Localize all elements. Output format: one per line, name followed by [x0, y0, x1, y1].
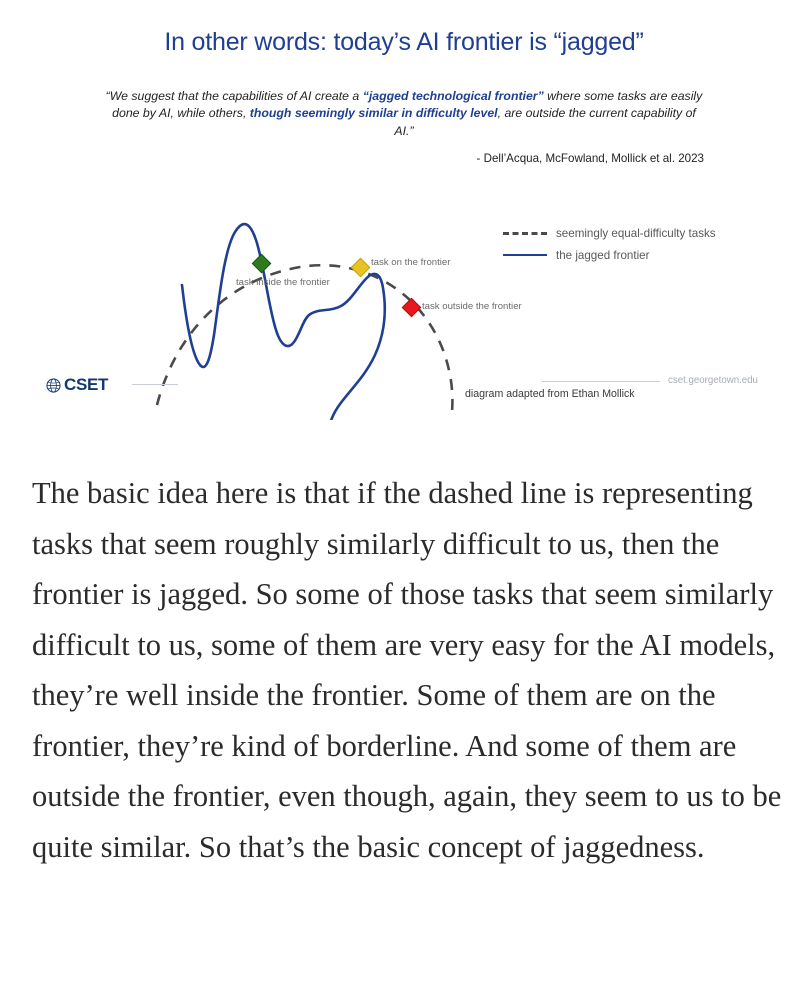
legend-label-equal-difficulty: seemingly equal-difficulty tasks	[556, 226, 716, 240]
marker-label-on-frontier: task on the frontier	[371, 257, 451, 268]
jagged-frontier-curve	[180, 222, 387, 420]
quote-highlight-2: though seemingly similar in difficulty l…	[249, 106, 498, 121]
slide-title: In other words: today’s AI frontier is “…	[164, 28, 644, 56]
quote-block: “We suggest that the capabilities of AI …	[104, 88, 704, 140]
solid-line-icon	[503, 249, 547, 261]
quote-part-3: , are outside the current capability of …	[394, 106, 696, 138]
marker-on-frontier-diamond	[350, 257, 371, 278]
footer-divider-right	[542, 381, 660, 382]
quote-highlight-1: “jagged technological frontier”	[362, 89, 544, 103]
legend-item-equal-difficulty: seemingly equal-difficulty tasks	[503, 222, 763, 244]
marker-inside-diamond	[251, 253, 272, 274]
quote-part-2: where some tasks are easily done by AI, …	[112, 89, 703, 121]
quote-attribution: - Dell’Acqua, McFowland, Mollick et al. …	[476, 152, 704, 165]
marker-label-outside: task outside the frontier	[422, 301, 522, 312]
cset-url: cset.georgetown.edu	[668, 375, 758, 386]
marker-label-inside: task inside the frontier	[236, 277, 330, 288]
transcript-body: The basic idea here is that if the dashe…	[32, 476, 782, 864]
legend-label-jagged-frontier: the jagged frontier	[556, 248, 650, 262]
dashed-line-icon	[503, 227, 547, 239]
equal-difficulty-arc	[155, 264, 454, 413]
cset-wordmark: CSET	[64, 375, 109, 394]
globe-icon	[46, 377, 61, 393]
slide-panel: In other words: today’s AI frontier is “…	[0, 0, 808, 440]
diagram-legend: seemingly equal-difficulty tasks the jag…	[503, 222, 763, 266]
quote-part-1: “We suggest that the capabilities of AI …	[105, 89, 363, 103]
diagram-credit: diagram adapted from Ethan Mollick	[465, 388, 635, 400]
cset-logo: CSET	[46, 375, 108, 395]
jagged-frontier-diagram	[155, 222, 454, 420]
marker-outside-diamond	[401, 297, 422, 318]
footer-divider-left	[132, 384, 178, 385]
legend-item-jagged-frontier: the jagged frontier	[503, 244, 763, 266]
